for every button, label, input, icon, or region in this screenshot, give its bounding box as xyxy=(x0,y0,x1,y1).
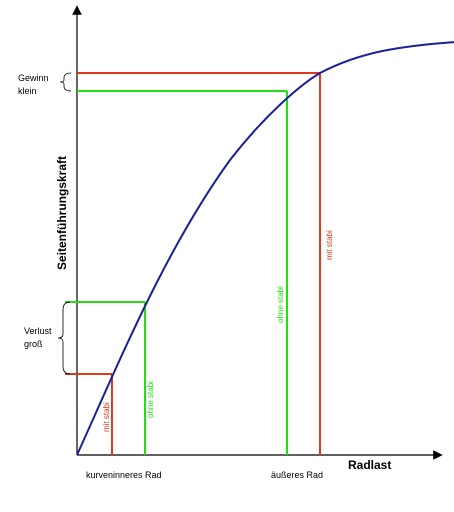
x-axis-label: Radlast xyxy=(348,458,391,472)
brace-bottom-text-2: groß xyxy=(24,339,43,349)
with-bar-lines xyxy=(65,72,321,455)
y-axis-label: Seitenführungskraft xyxy=(55,156,69,270)
label-without-bar-outer: ohne stabi xyxy=(276,286,285,323)
brace-top xyxy=(59,72,72,92)
x-tick-inner-wheel: kurveninneres Rad xyxy=(86,470,162,480)
label-without-bar-inner: ohne stabi xyxy=(146,381,155,418)
brace-top-text-1: Gewinn xyxy=(18,73,49,83)
label-with-bar-inner: mit stabi xyxy=(102,402,111,432)
brace-bottom xyxy=(57,301,71,375)
without-bar-lines xyxy=(65,90,288,455)
brace-bottom-text-1: Verlust xyxy=(24,326,52,336)
label-with-bar-outer: mit stabi xyxy=(325,230,334,260)
x-tick-outer-wheel: äußeres Rad xyxy=(271,470,323,480)
lateral-force-curve xyxy=(76,41,454,456)
brace-top-text-2: klein xyxy=(18,86,37,96)
